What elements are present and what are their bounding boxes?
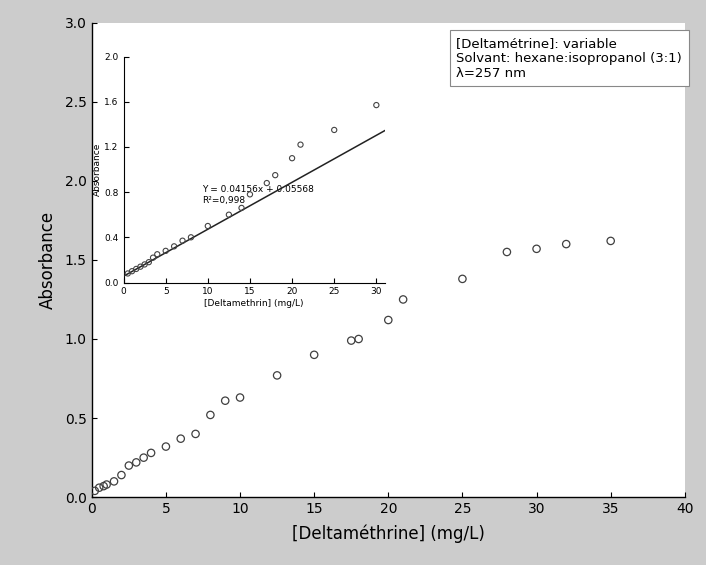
Point	[353, 334, 364, 344]
Point	[190, 429, 201, 438]
Point	[169, 242, 180, 251]
Point	[138, 453, 150, 462]
Point	[98, 481, 109, 490]
Point	[202, 221, 213, 231]
Point	[131, 458, 142, 467]
X-axis label: [Deltaméthrine] (mg/L): [Deltaméthrine] (mg/L)	[292, 524, 485, 543]
Point	[236, 203, 247, 212]
Point	[116, 471, 127, 480]
Point	[205, 410, 216, 419]
Point	[457, 275, 468, 284]
Point	[101, 480, 112, 489]
Point	[89, 486, 100, 496]
Point	[223, 210, 234, 219]
Point	[270, 171, 281, 180]
Point	[152, 250, 163, 259]
Point	[160, 442, 172, 451]
Point	[109, 477, 120, 486]
Point	[220, 396, 231, 405]
Point	[287, 154, 298, 163]
Point	[123, 461, 134, 470]
Point	[295, 140, 306, 149]
Point	[272, 371, 283, 380]
Point	[177, 236, 189, 245]
Text: [Deltamétrine]: variable
Solvant: hexane:isopropanol (3:1)
λ=257 nm: [Deltamétrine]: variable Solvant: hexane…	[457, 37, 682, 80]
Point	[185, 233, 196, 242]
Point	[383, 315, 394, 324]
Point	[139, 260, 150, 269]
Point	[371, 101, 382, 110]
Point	[122, 269, 133, 278]
Point	[234, 393, 246, 402]
Point	[131, 264, 142, 273]
Point	[148, 253, 159, 262]
Point	[143, 258, 155, 267]
Point	[261, 179, 273, 188]
Point	[244, 190, 256, 199]
Point	[145, 449, 157, 458]
X-axis label: [Deltamethrin] (mg/L): [Deltamethrin] (mg/L)	[205, 299, 304, 308]
Point	[175, 434, 186, 443]
Point	[531, 244, 542, 253]
Point	[309, 350, 320, 359]
Point	[397, 295, 409, 304]
Point	[160, 246, 172, 255]
Y-axis label: Absorbance: Absorbance	[39, 211, 56, 309]
Point	[328, 125, 340, 134]
Point	[501, 247, 513, 257]
Point	[346, 336, 357, 345]
Point	[93, 483, 105, 492]
Point	[126, 267, 138, 276]
Y-axis label: Absorbance: Absorbance	[92, 143, 102, 196]
Text: Y = 0.04156x + 0.05568
R²=0,998: Y = 0.04156x + 0.05568 R²=0,998	[202, 185, 313, 205]
Point	[605, 236, 616, 245]
Point	[135, 262, 146, 271]
Point	[561, 240, 572, 249]
